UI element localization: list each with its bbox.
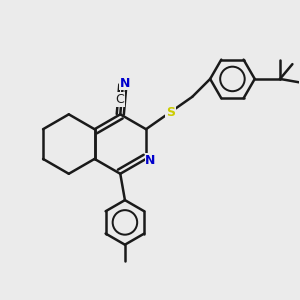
Text: S: S (166, 106, 175, 118)
Text: C: C (116, 93, 124, 106)
Text: N: N (145, 154, 156, 167)
Text: N: N (120, 77, 130, 90)
